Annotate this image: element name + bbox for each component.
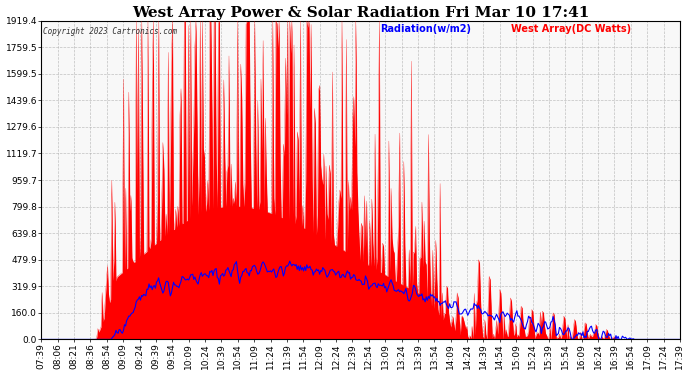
Title: West Array Power & Solar Radiation Fri Mar 10 17:41: West Array Power & Solar Radiation Fri M… <box>132 6 589 20</box>
Text: Radiation(w/m2): Radiation(w/m2) <box>380 24 471 34</box>
Text: West Array(DC Watts): West Array(DC Watts) <box>511 24 631 34</box>
Text: Copyright 2023 Cartronics.com: Copyright 2023 Cartronics.com <box>43 27 177 36</box>
